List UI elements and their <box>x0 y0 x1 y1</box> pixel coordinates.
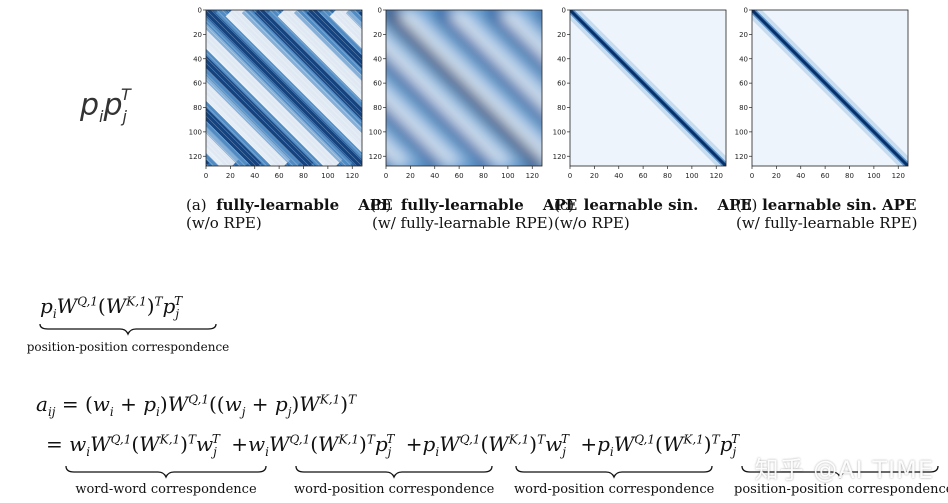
heatmap-image <box>206 10 362 166</box>
term-4-label: position-position correspondence <box>734 482 948 497</box>
left-label-pipj: pipjT <box>80 85 131 126</box>
caption-b: (b) fully-learnable APE <box>370 196 578 214</box>
y-tick-label: 40 <box>557 55 566 63</box>
x-tick-label: 40 <box>614 172 623 180</box>
underbrace-term-3 <box>515 465 713 479</box>
y-tick-label: 20 <box>557 31 566 39</box>
y-tick-label: 120 <box>369 153 382 161</box>
x-tick-label: 100 <box>321 172 334 180</box>
y-tick-label: 80 <box>739 104 748 112</box>
x-tick-label: 120 <box>710 172 723 180</box>
x-tick-label: 60 <box>821 172 830 180</box>
watermark: 知乎 @AI TIME <box>754 456 934 484</box>
caption-d: (d) learnable sin. APE <box>736 196 917 214</box>
x-tick-label: 80 <box>299 172 308 180</box>
x-tick-label: 20 <box>590 172 599 180</box>
term-2-label: word-position correspondence <box>294 482 495 497</box>
x-tick-label: 0 <box>750 172 754 180</box>
y-tick-label: 60 <box>739 80 748 88</box>
underbrace-term-4 <box>741 465 939 479</box>
caption-d-sub: (w/ fully-learnable RPE) <box>736 214 918 232</box>
x-tick-label: 120 <box>346 172 359 180</box>
y-tick-label: 40 <box>739 55 748 63</box>
y-tick-label: 60 <box>193 80 202 88</box>
caption-c-sub: (w/o RPE) <box>554 214 630 232</box>
y-tick-label: 100 <box>553 128 566 136</box>
y-tick-label: 20 <box>373 31 382 39</box>
y-tick-label: 80 <box>193 104 202 112</box>
y-tick-label: 120 <box>189 153 202 161</box>
x-tick-label: 100 <box>685 172 698 180</box>
underbraces-eq2 <box>65 465 939 479</box>
caption-a-sub: (w/o RPE) <box>186 214 262 232</box>
heatmap-image <box>386 10 542 166</box>
heatmap-c: 0 20 40 60 80 100 120 0 20 40 60 80 100 120 <box>553 7 727 180</box>
x-tick-label: 60 <box>639 172 648 180</box>
caption-b-sub: (w/ fully-learnable RPE) <box>372 214 554 232</box>
equation-2-line-1: aij = (wi + pi)WQ,1((wj + pj)WK,1)T <box>36 392 357 419</box>
y-tick-label: 100 <box>189 128 202 136</box>
y-tick-label: 0 <box>198 7 202 15</box>
y-tick-label: 0 <box>744 7 748 15</box>
y-tick-label: 60 <box>373 80 382 88</box>
underbrace-eq1 <box>39 323 217 336</box>
y-tick-label: 0 <box>378 7 382 15</box>
heatmap-image <box>570 10 726 166</box>
x-tick-label: 20 <box>406 172 415 180</box>
plot-frame <box>205 9 363 167</box>
heatmap-image <box>752 10 908 166</box>
x-tick-label: 0 <box>568 172 572 180</box>
y-tick-label: 40 <box>193 55 202 63</box>
underbrace-term-1 <box>65 465 267 479</box>
y-tick-label: 120 <box>735 153 748 161</box>
eq1-label: position-position correspondence <box>26 340 230 354</box>
x-tick-label: 40 <box>250 172 259 180</box>
heatmap-b: 0 20 40 60 80 100 120 0 20 40 60 80 100 120 <box>369 7 543 180</box>
x-tick-label: 100 <box>867 172 880 180</box>
x-tick-label: 20 <box>772 172 781 180</box>
x-tick-label: 100 <box>501 172 514 180</box>
y-tick-label: 20 <box>193 31 202 39</box>
term-1-label: word-word correspondence <box>75 482 257 497</box>
plot-frame <box>751 9 909 167</box>
y-tick-label: 100 <box>369 128 382 136</box>
y-tick-label: 80 <box>557 104 566 112</box>
y-tick-label: 80 <box>373 104 382 112</box>
term-3-label: word-position correspondence <box>514 482 715 497</box>
heatmap-a: 0 20 40 60 80 100 120 0 20 40 60 80 100 120 <box>189 7 363 180</box>
y-tick-label: 100 <box>735 128 748 136</box>
y-tick-label: 0 <box>562 7 566 15</box>
y-tick-label: 20 <box>739 31 748 39</box>
caption-c: (c) learnable sin. APE <box>554 196 752 214</box>
equation-2-line-2: = wiWQ,1(WK,1)TwjT +wiWQ,1(WK,1)TpjT +pi… <box>46 432 740 459</box>
x-tick-label: 80 <box>845 172 854 180</box>
plot-frame <box>385 9 543 167</box>
x-tick-label: 120 <box>526 172 539 180</box>
x-tick-label: 80 <box>663 172 672 180</box>
x-tick-label: 40 <box>430 172 439 180</box>
caption-a: (a) fully-learnable APE <box>186 196 393 214</box>
equation-1: piWQ,1(WK,1)TpjT <box>40 294 183 321</box>
x-tick-label: 60 <box>275 172 284 180</box>
underbrace-term-2 <box>295 465 493 479</box>
x-tick-label: 80 <box>479 172 488 180</box>
y-tick-label: 40 <box>373 55 382 63</box>
x-tick-label: 0 <box>204 172 208 180</box>
x-tick-label: 0 <box>384 172 388 180</box>
y-tick-label: 120 <box>553 153 566 161</box>
y-tick-label: 60 <box>557 80 566 88</box>
x-tick-label: 120 <box>892 172 905 180</box>
plot-frame <box>569 9 727 167</box>
x-tick-label: 60 <box>455 172 464 180</box>
x-tick-label: 20 <box>226 172 235 180</box>
heatmap-d: 0 20 40 60 80 100 120 0 20 40 60 80 100 120 <box>735 7 909 180</box>
x-tick-label: 40 <box>796 172 805 180</box>
